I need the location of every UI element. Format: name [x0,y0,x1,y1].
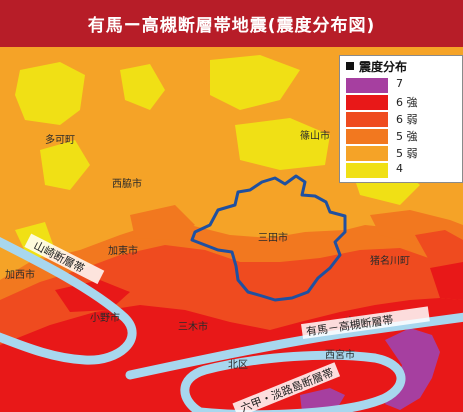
place-label: 猪名川町 [370,254,410,267]
legend-item: 5 弱 [346,145,458,161]
fault-belt-yamasaki [0,237,137,365]
legend-label: 7 [396,77,403,90]
legend-title: 震度分布 [346,58,407,75]
legend-label: 6 弱 [396,113,418,126]
place-label: 小野市 [90,311,120,324]
legend-label: 4 [396,162,403,175]
legend-item: 5 強 [346,128,458,144]
intensity-legend: 震度分布 7 6 強 6 弱 5 強 5 弱 4 [339,55,463,183]
place-label: 加東市 [108,244,138,257]
legend-item: 4 [346,162,458,178]
legend-label: 6 強 [396,96,418,109]
legend-swatch [346,112,388,127]
place-label: 加西市 [5,268,35,281]
legend-label: 5 弱 [396,147,418,160]
legend-square-icon [346,62,354,70]
legend-label: 5 強 [396,130,418,143]
legend-swatch [346,163,388,178]
legend-swatch [346,146,388,161]
map-title: 有馬ー高槻断層帯地震(震度分布図) [0,0,463,47]
place-label: 北区 [228,359,248,371]
legend-item: 6 強 [346,94,458,110]
sanda-city-boundary [190,174,347,302]
legend-swatch [346,129,388,144]
place-label: 篠山市 [300,129,330,142]
place-label: 西脇市 [112,177,142,190]
place-label: 西宮市 [325,348,355,361]
fault-belt-arima-takatsuki [125,312,463,380]
legend-item: 7 [346,77,458,93]
legend-swatch [346,95,388,110]
fault-belt-rokko-awaji [180,350,406,412]
legend-item: 6 弱 [346,111,458,127]
place-label: 多可町 [45,133,75,146]
place-label: 三木市 [178,320,208,333]
place-label: 三田市 [258,231,288,244]
legend-swatch [346,78,388,93]
